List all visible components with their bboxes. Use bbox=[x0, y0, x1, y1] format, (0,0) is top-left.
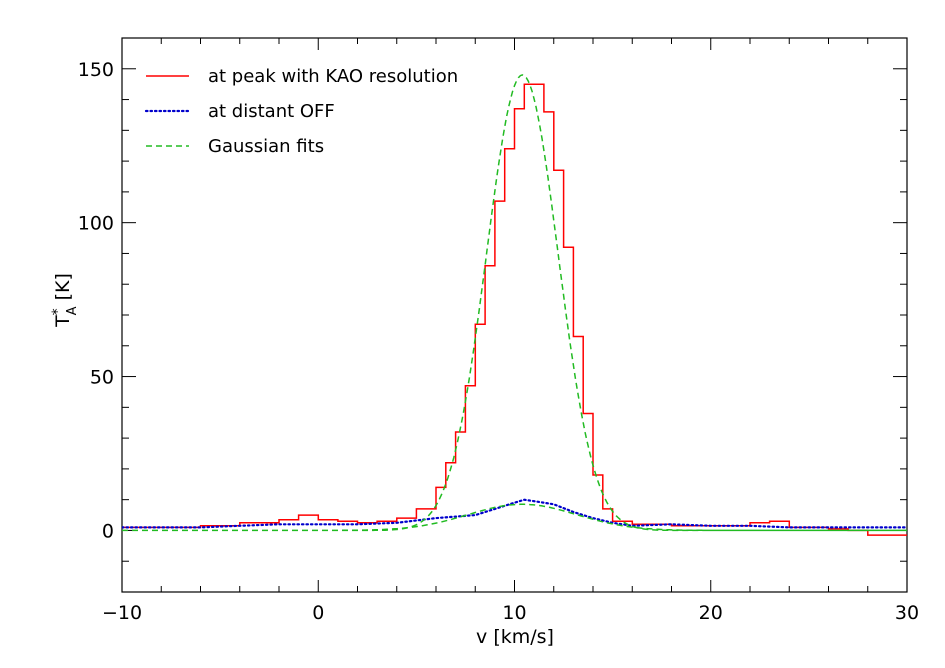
y-tick-label: 50 bbox=[90, 367, 114, 389]
y-tick-label: 150 bbox=[78, 59, 114, 81]
x-tick-label: 20 bbox=[699, 602, 723, 624]
y-axis-title-main: T bbox=[52, 315, 74, 328]
legend: at peak with KAO resolution at distant OF… bbox=[144, 66, 458, 157]
series-layer bbox=[122, 74, 907, 536]
series-2-line bbox=[122, 498, 907, 529]
x-tick-label: 10 bbox=[502, 602, 526, 624]
legend-label: at distant OFF bbox=[208, 101, 335, 122]
y-axis-title-sub: A bbox=[65, 306, 80, 315]
x-tick-label: 30 bbox=[895, 602, 919, 624]
series-3-line bbox=[122, 74, 907, 532]
axis-ticks bbox=[121, 37, 908, 593]
x-tick-label: −10 bbox=[102, 602, 142, 624]
legend-label: Gaussian fits bbox=[208, 136, 324, 157]
y-axis-title: T*A [K] bbox=[50, 273, 80, 328]
x-tick-label: 0 bbox=[312, 602, 324, 624]
y-axis-title-unit: [K] bbox=[52, 273, 74, 306]
tick-labels: −10 0 10 20 30 0 50 100 150 bbox=[78, 59, 919, 624]
x-axis-title: v [km/s] bbox=[476, 626, 554, 648]
y-axis-title-sup: * bbox=[50, 308, 66, 315]
y-tick-label: 0 bbox=[102, 520, 114, 542]
y-tick-label: 100 bbox=[78, 213, 114, 235]
svg-text:T*A [K]: T*A [K] bbox=[50, 273, 80, 328]
legend-label: at peak with KAO resolution bbox=[208, 66, 458, 87]
